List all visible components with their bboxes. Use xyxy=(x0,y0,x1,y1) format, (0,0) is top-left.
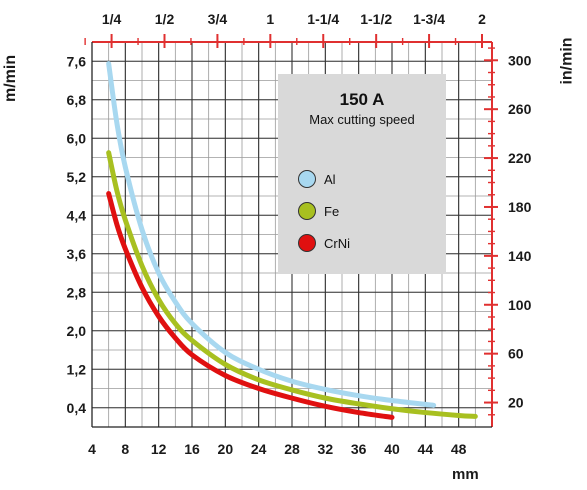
x-tick-label: 40 xyxy=(384,441,400,457)
top-tick-label: 2 xyxy=(478,11,486,27)
y-tick-label-right: 100 xyxy=(508,297,532,313)
y-tick-label-right: 300 xyxy=(508,52,532,68)
y-tick-label-right: 260 xyxy=(508,101,532,117)
y-tick-label-right: 140 xyxy=(508,248,532,264)
legend-item-crni: CrNi xyxy=(298,232,350,254)
legend-item-fe: Fe xyxy=(298,200,339,222)
x-tick-label: 32 xyxy=(318,441,334,457)
legend-swatch-crni xyxy=(298,234,316,252)
x-axis-label: mm xyxy=(452,466,479,483)
x-tick-label: 48 xyxy=(451,441,467,457)
y-tick-label-right: 60 xyxy=(508,346,524,362)
legend-label-fe: Fe xyxy=(324,203,340,219)
y-tick-label-right: 220 xyxy=(508,150,532,166)
y-tick-label-left: 2,0 xyxy=(67,323,87,339)
top-tick-label: 3/4 xyxy=(208,11,228,27)
series-line-al xyxy=(106,61,437,408)
legend: 150 A Max cutting speed Al Fe CrNi xyxy=(278,74,446,274)
series-line-crni xyxy=(106,191,395,420)
y-tick-label-left: 1,2 xyxy=(67,361,87,377)
x-tick-label: 16 xyxy=(184,441,200,457)
top-tick-label: 1-3/4 xyxy=(413,11,445,27)
legend-label-crni: CrNi xyxy=(324,235,350,251)
legend-title: 150 A xyxy=(339,90,385,109)
y-axis-right-label: in/min xyxy=(558,37,576,85)
y-tick-label-left: 3,6 xyxy=(67,246,87,262)
legend-swatch-fe xyxy=(298,202,316,220)
y-tick-label-left: 2,8 xyxy=(67,284,87,300)
series-line-fe xyxy=(106,150,478,419)
y-axis-left-label: m/min xyxy=(2,54,19,102)
y-tick-label-left: 6,0 xyxy=(67,130,87,146)
x-tick-label: 44 xyxy=(418,441,434,457)
legend-subtitle: Max cutting speed xyxy=(309,112,415,127)
x-tick-label: 4 xyxy=(88,441,96,457)
x-tick-label: 8 xyxy=(121,441,129,457)
legend-label-al: Al xyxy=(324,171,336,187)
x-tick-label: 28 xyxy=(284,441,300,457)
x-tick-label: 20 xyxy=(218,441,234,457)
x-tick-label: 36 xyxy=(351,441,367,457)
top-tick-label: 1-1/4 xyxy=(307,11,339,27)
y-tick-label-left: 5,2 xyxy=(67,169,87,185)
y-tick-label-right: 180 xyxy=(508,199,532,215)
top-tick-label: 1/4 xyxy=(102,11,122,27)
y-tick-label-right: 20 xyxy=(508,395,524,411)
y-tick-label-left: 7,6 xyxy=(67,53,87,69)
x-tick-label: 12 xyxy=(151,441,167,457)
y-tick-label-left: 0,4 xyxy=(67,400,87,416)
y-tick-label-left: 4,4 xyxy=(67,207,87,223)
x-tick-label: 24 xyxy=(251,441,267,457)
top-tick-label: 1 xyxy=(266,11,274,27)
legend-swatch-al xyxy=(298,170,316,188)
top-tick-label: 1/2 xyxy=(155,11,175,27)
top-tick-label: 1-1/2 xyxy=(360,11,392,27)
legend-item-al: Al xyxy=(298,168,336,190)
y-tick-label-left: 6,8 xyxy=(67,92,87,108)
